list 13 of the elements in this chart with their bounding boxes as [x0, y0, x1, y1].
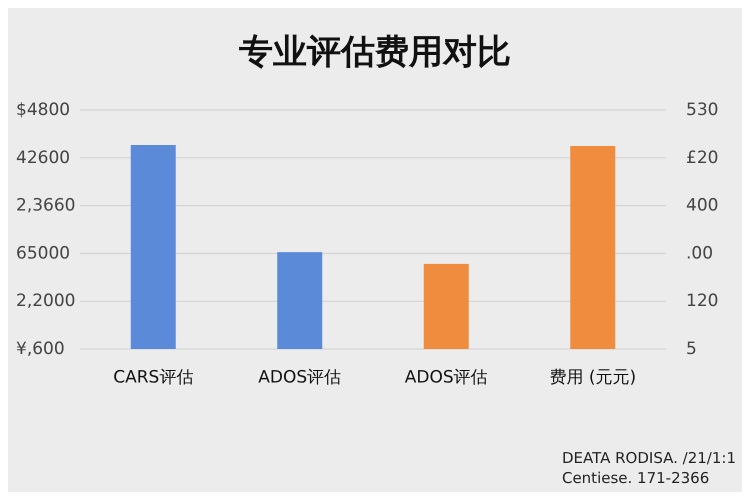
bar [130, 145, 176, 349]
bar [424, 264, 469, 349]
x-tick-label: ADOS评估 [258, 368, 342, 388]
text: DEATA RODISA. /21/1:1 [562, 449, 736, 467]
chart-title: 专业评估费用对比 [238, 32, 511, 72]
bar [277, 252, 322, 349]
text: $4800 42600 2,3660 65000 2,2000 ¥,600 [16, 100, 76, 359]
x-tick-label: ADOS评估 [404, 368, 488, 388]
text: Centiese. 171-2366 [562, 469, 710, 487]
text: 530 £20 400 .00 120 5 [686, 100, 718, 359]
x-tick-label: 费用 (元元) [549, 368, 636, 388]
bar [570, 146, 616, 349]
x-tick-label: CARS评估 [113, 368, 194, 388]
